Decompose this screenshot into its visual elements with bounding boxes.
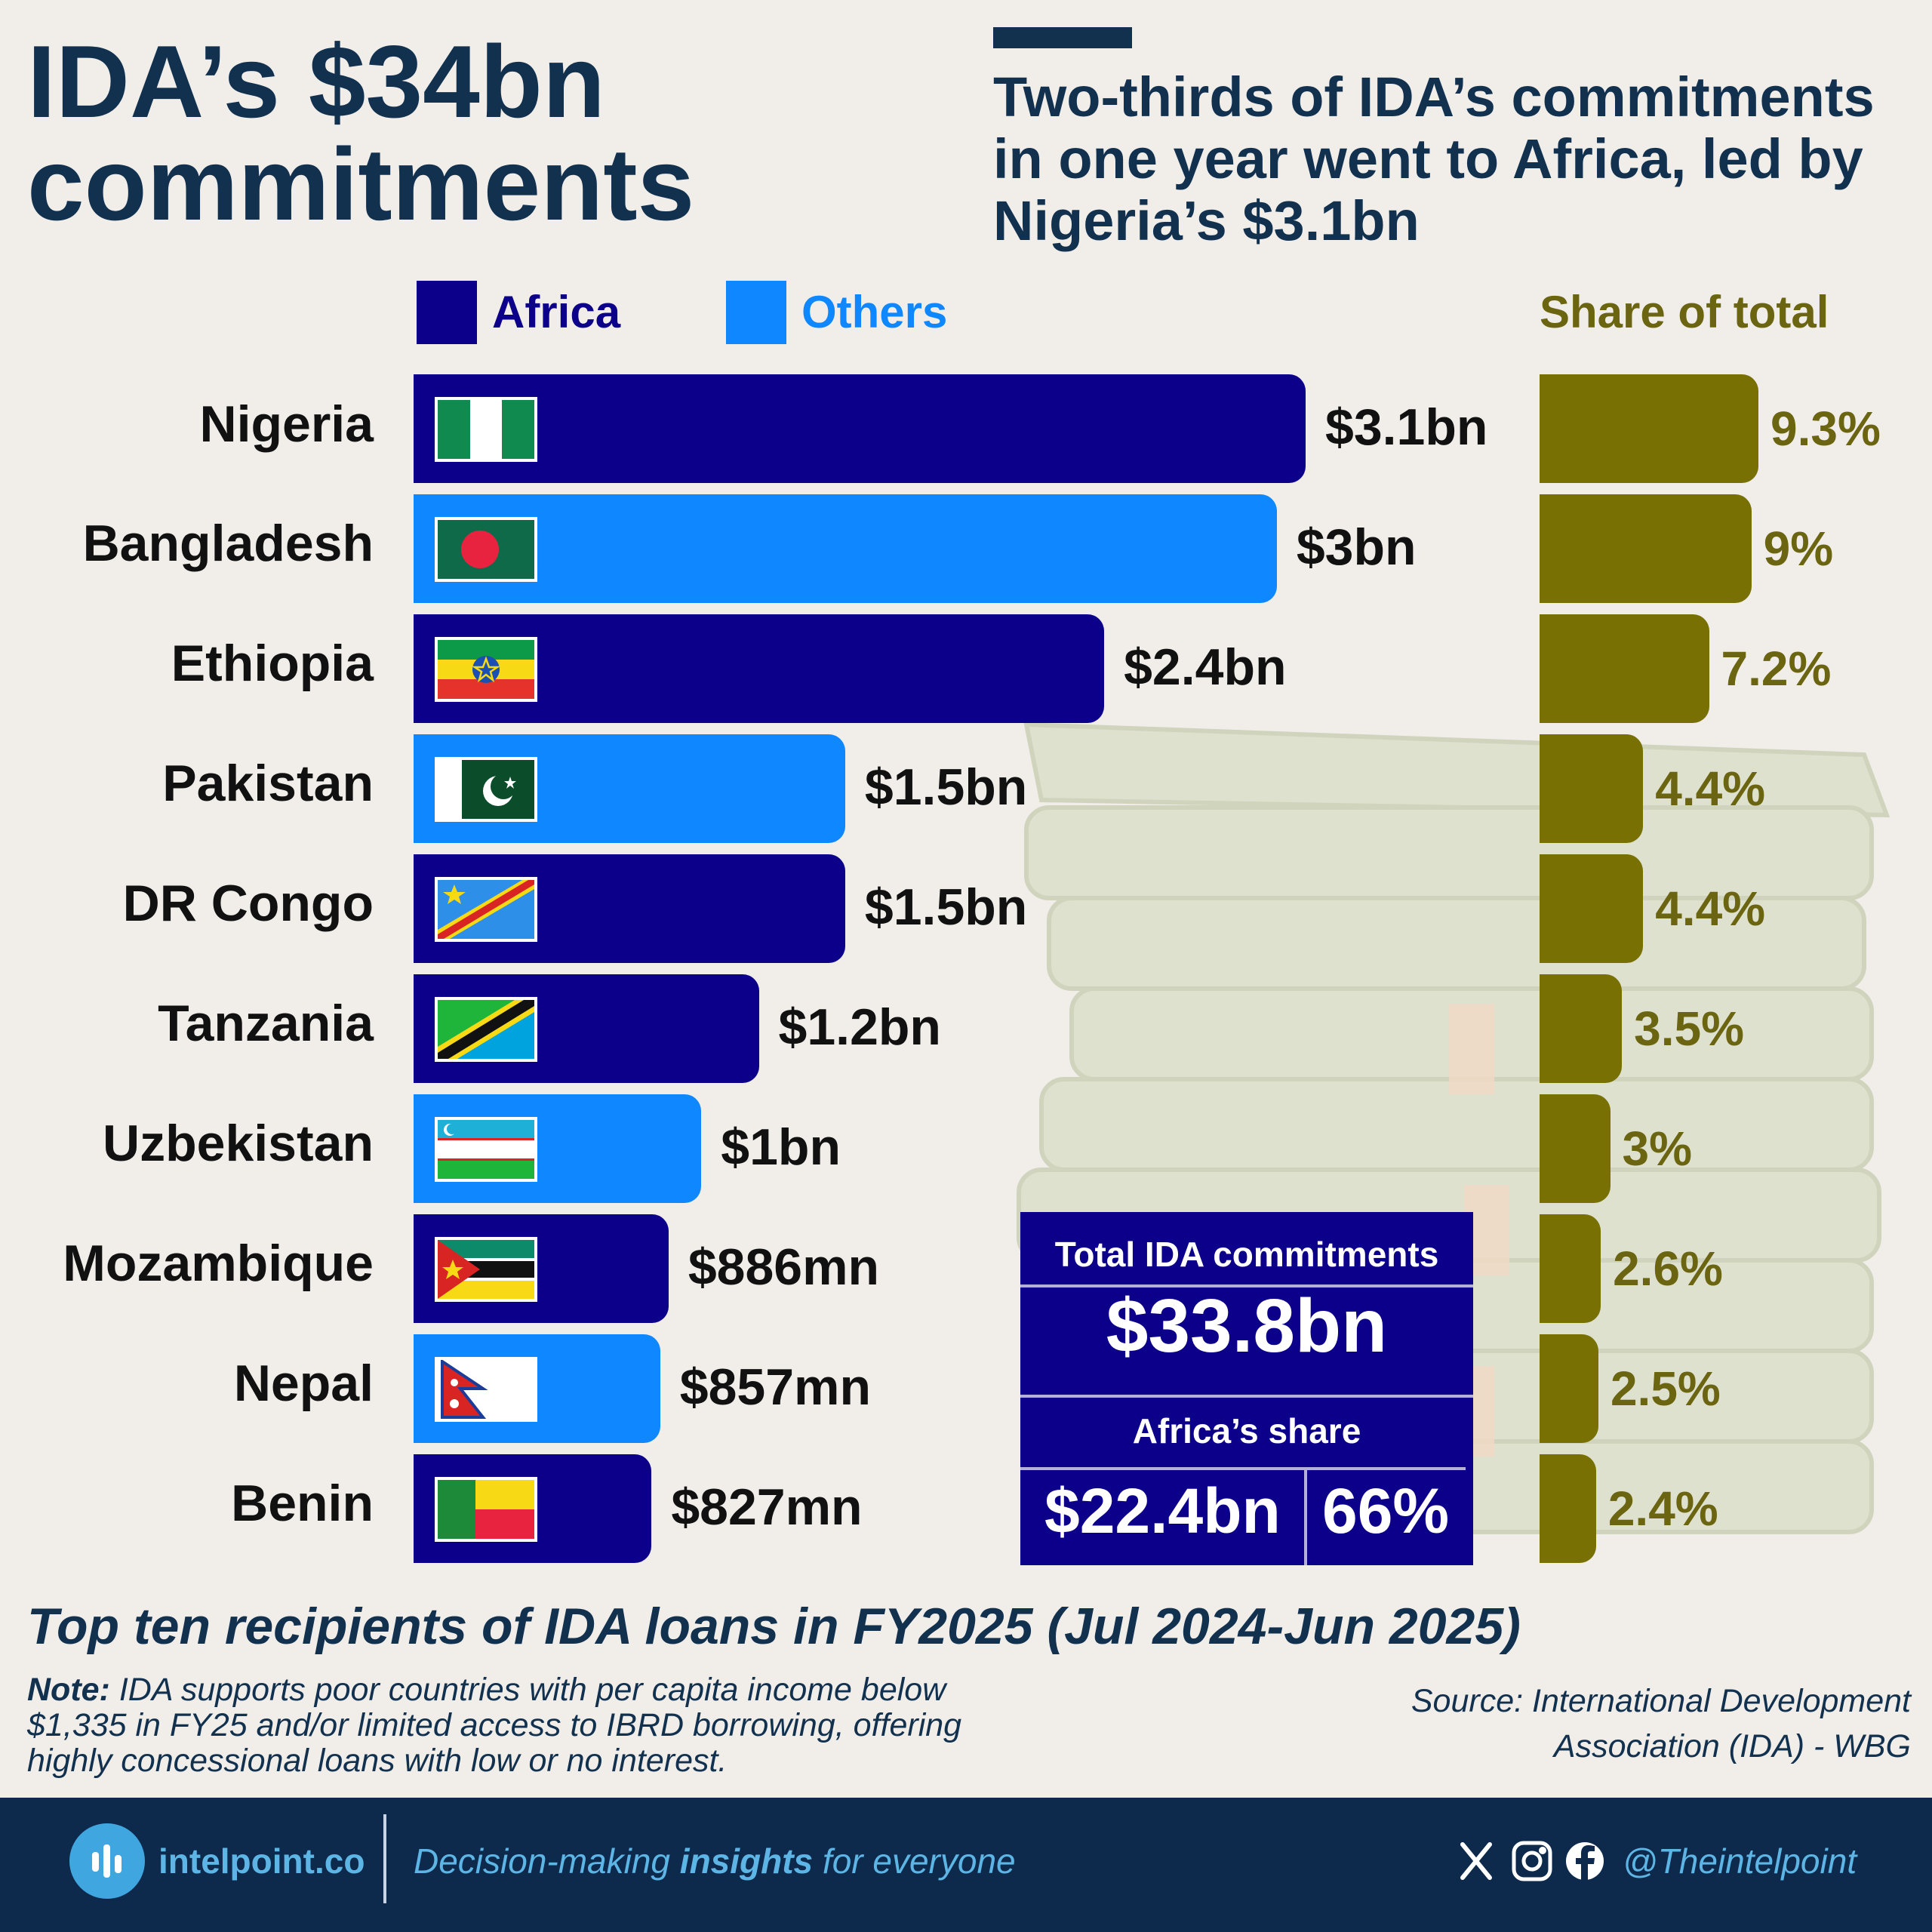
legend-label-others: Others <box>801 287 948 337</box>
legend-swatch-africa <box>417 281 477 344</box>
bar-bangladesh <box>414 494 1277 603</box>
value-label-nigeria: $3.1bn <box>1325 398 1488 456</box>
share-bar-dr-congo <box>1540 854 1644 963</box>
source: Source: International Development Associ… <box>1283 1678 1911 1769</box>
share-label-bangladesh: 9% <box>1763 521 1834 576</box>
nepal-flag-icon <box>435 1357 537 1422</box>
value-label-mozambique: $886mn <box>688 1238 880 1296</box>
value-label-pakistan: $1.5bn <box>864 758 1028 816</box>
tanzania-flag-icon <box>435 997 537 1062</box>
subtitle-accent-bar <box>993 27 1132 48</box>
share-bar-uzbekistan <box>1540 1094 1611 1203</box>
bar-nigeria <box>414 374 1306 483</box>
share-bar-pakistan <box>1540 734 1644 843</box>
share-bar-nigeria <box>1540 374 1758 483</box>
share-label-ethiopia: 7.2% <box>1721 641 1832 696</box>
share-label-dr-congo: 4.4% <box>1655 881 1766 936</box>
row-label-bangladesh: Bangladesh <box>82 515 374 572</box>
share-label-nepal: 2.5% <box>1610 1361 1721 1416</box>
note: Note: IDA supports poor countries with p… <box>27 1672 1038 1779</box>
facebook-icon[interactable] <box>1566 1842 1604 1881</box>
footer-divider <box>383 1814 386 1903</box>
social-handle[interactable]: @Theintelpoint <box>1623 1841 1857 1881</box>
share-label-tanzania: 3.5% <box>1634 1001 1744 1056</box>
social-icons <box>1460 1841 1604 1881</box>
share-label-pakistan: 4.4% <box>1655 761 1766 816</box>
share-bar-bangladesh <box>1540 494 1752 603</box>
africa-share-label: Africa’s share <box>1132 1411 1361 1451</box>
note-text: IDA supports poor countries with per cap… <box>27 1672 962 1779</box>
row-label-benin: Benin <box>231 1475 374 1532</box>
share-label-uzbekistan: 3% <box>1622 1121 1693 1176</box>
legend-swatch-others <box>726 281 786 344</box>
x-icon[interactable] <box>1460 1842 1492 1880</box>
row-label-nepal: Nepal <box>233 1355 374 1412</box>
infobox-vertical-divider <box>1304 1470 1307 1565</box>
dr-congo-flag-icon <box>435 877 537 942</box>
infobox-divider <box>1020 1284 1473 1287</box>
row-label-dr-congo: DR Congo <box>122 875 374 932</box>
total-commitments-label: Total IDA commitments <box>1054 1235 1439 1274</box>
share-label-benin: 2.4% <box>1607 1481 1718 1536</box>
share-label-mozambique: 2.6% <box>1613 1241 1723 1296</box>
africa-share-value: $22.4bn <box>1044 1475 1281 1546</box>
value-label-bangladesh: $3bn <box>1296 518 1417 576</box>
subtitle: Two-thirds of IDA’s commitments in one y… <box>993 66 1875 252</box>
chart-caption: Top ten recipients of IDA loans in FY202… <box>27 1598 1521 1655</box>
row-label-nigeria: Nigeria <box>199 395 374 453</box>
brand-link[interactable]: intelpoint.co <box>158 1841 365 1881</box>
value-label-tanzania: $1.2bn <box>778 998 941 1056</box>
legend-label-africa: Africa <box>492 287 621 337</box>
title-line-2: commitments <box>27 127 695 242</box>
source-line-1: Source: International Development <box>1411 1683 1911 1719</box>
ethiopia-flag-icon <box>435 637 537 702</box>
share-label-nigeria: 9.3% <box>1770 401 1881 456</box>
source-line-2: Association (IDA) - WBG <box>1553 1728 1911 1764</box>
row-label-ethiopia: Ethiopia <box>171 635 374 692</box>
footer <box>0 1798 1932 1932</box>
tagline: Decision-making insights for everyone <box>414 1834 1016 1888</box>
value-label-benin: $827mn <box>671 1478 863 1536</box>
share-bar-mozambique <box>1540 1214 1601 1323</box>
total-commitments-value: $33.8bn <box>1106 1284 1388 1368</box>
value-label-nepal: $857mn <box>679 1358 872 1416</box>
value-label-ethiopia: $2.4bn <box>1124 638 1287 696</box>
value-label-uzbekistan: $1bn <box>721 1118 841 1176</box>
infobox-divider <box>1020 1395 1473 1398</box>
nigeria-flag-icon <box>435 397 537 462</box>
tagline-post: for everyone <box>813 1841 1016 1881</box>
tagline-bold: insights <box>679 1841 814 1881</box>
row-label-uzbekistan: Uzbekistan <box>103 1115 374 1172</box>
row-label-pakistan: Pakistan <box>162 755 374 812</box>
share-bar-benin <box>1540 1454 1596 1563</box>
page-title: IDA’s $34bn commitments <box>27 30 933 235</box>
note-prefix: Note: <box>27 1672 110 1708</box>
value-label-dr-congo: $1.5bn <box>864 878 1028 936</box>
row-label-tanzania: Tanzania <box>158 995 374 1052</box>
share-of-total-header: Share of total <box>1540 287 1829 337</box>
share-bar-ethiopia <box>1540 614 1709 723</box>
infobox-divider <box>1020 1467 1466 1470</box>
share-bar-tanzania <box>1540 974 1623 1083</box>
share-bar-nepal <box>1540 1334 1598 1443</box>
pakistan-flag-icon <box>435 757 537 822</box>
row-label-mozambique: Mozambique <box>63 1235 374 1292</box>
bangladesh-flag-icon <box>435 517 537 582</box>
benin-flag-icon <box>435 1477 537 1542</box>
bar-chart: Nigeria $3.1bn 9.3% Bangladesh $3bn 9% E… <box>63 374 1881 1563</box>
total-commitments-box: Total IDA commitments $33.8bn Africa’s s… <box>1020 1212 1473 1565</box>
intelpoint-logo-icon <box>69 1823 145 1899</box>
mozambique-flag-icon <box>435 1237 537 1302</box>
title-line-1: IDA’s $34bn <box>27 24 605 139</box>
tagline-pre: Decision-making <box>414 1841 680 1881</box>
instagram-icon[interactable] <box>1512 1841 1552 1881</box>
uzbekistan-flag-icon <box>435 1117 537 1182</box>
africa-share-percent: 66% <box>1322 1475 1450 1546</box>
